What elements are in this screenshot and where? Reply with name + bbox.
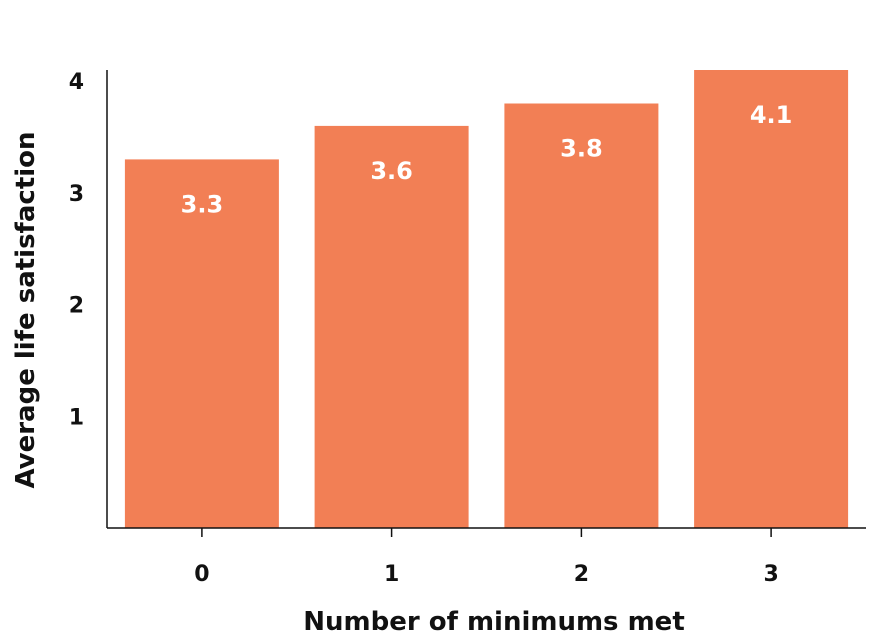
y-axis-title: Average life satisfaction [11, 131, 41, 488]
data-label-2: 3.8 [560, 135, 603, 163]
bar-2 [504, 103, 659, 528]
data-label-3: 4.1 [750, 101, 793, 129]
x-ticks-group: 0 1 2 3 [194, 528, 779, 587]
x-axis-title: Number of minimums met [303, 607, 685, 637]
x-tick-label-1: 1 [384, 562, 399, 587]
bar-1 [314, 125, 469, 529]
y-ticks-group: 1 2 3 4 [69, 70, 84, 430]
x-tick-label-0: 0 [194, 562, 209, 587]
y-tick-label-4: 4 [69, 70, 84, 95]
data-labels-group: 3.3 3.6 3.8 4.1 [181, 101, 793, 218]
bars-group [124, 70, 849, 529]
y-tick-label-3: 3 [69, 182, 84, 207]
x-tick-label-2: 2 [574, 562, 589, 587]
bar-0 [124, 159, 279, 528]
y-tick-label-2: 2 [69, 294, 84, 319]
x-tick-label-3: 3 [763, 562, 778, 587]
data-label-1: 3.6 [370, 157, 413, 185]
y-tick-label-1: 1 [69, 405, 84, 430]
data-label-0: 3.3 [181, 190, 224, 218]
bar-3 [694, 70, 849, 528]
